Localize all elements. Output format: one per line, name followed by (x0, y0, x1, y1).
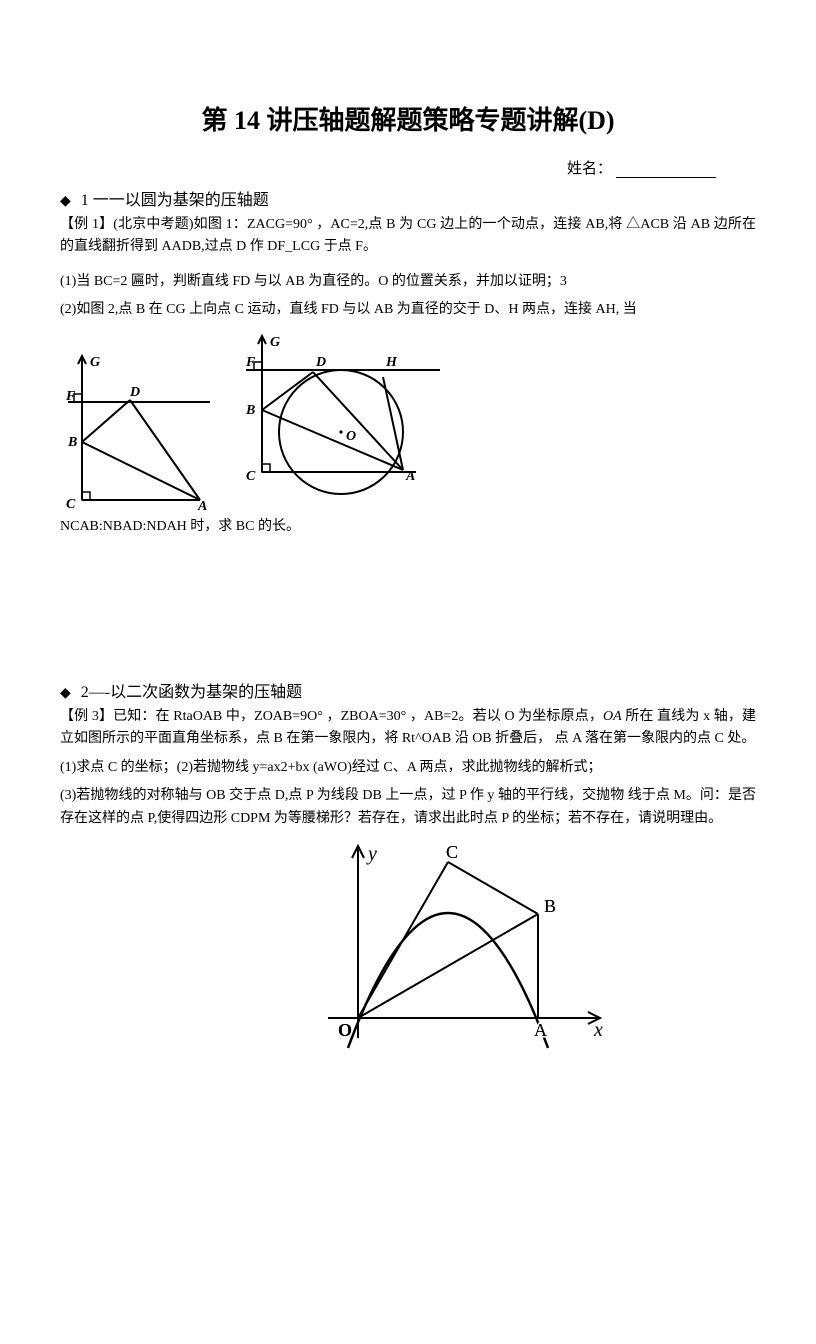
svg-text:B: B (544, 896, 556, 916)
diamond-icon-2: ◆ (60, 686, 71, 701)
svg-text:C: C (246, 469, 256, 484)
example-1-label: 【例 1】 (60, 217, 113, 232)
name-label: 姓名： (567, 161, 612, 177)
example-3-q3: (3)若抛物线的对称轴与 OB 交于点 D,点 P 为线段 DB 上一点，过 P… (60, 785, 756, 830)
svg-text:H: H (385, 355, 398, 370)
figure-2: G F D H B C A O (238, 332, 448, 512)
svg-text:C: C (446, 842, 458, 862)
svg-text:G: G (90, 355, 100, 370)
section-1-number: 1 (81, 192, 89, 209)
example-1-tail: NCAB:NBAD:NDAH 时，求 BC 的长。 (60, 516, 756, 538)
name-field-row: 姓名： (60, 157, 756, 178)
svg-text:y: y (366, 843, 377, 865)
svg-text:B: B (67, 435, 77, 450)
svg-text:G: G (270, 335, 280, 350)
page-title: 第 14 讲压轴题解题策略专题讲解(D) (60, 100, 756, 137)
svg-text:C: C (66, 497, 76, 512)
section-2-number: 2 (81, 684, 89, 701)
example-3-label: 【例 3】 (60, 709, 113, 724)
gap (60, 542, 756, 672)
svg-text:A: A (197, 499, 207, 512)
svg-text:A: A (534, 1020, 547, 1040)
svg-text:B: B (245, 403, 255, 418)
svg-text:x: x (593, 1019, 603, 1041)
section-2-title: —-以二次函数为基架的压轴题 (89, 684, 302, 701)
example-3-text: 【例 3】已知：在 RtaOAB 中，ZOAB=9O° ，ZBOA=30° ，A… (60, 706, 756, 751)
svg-text:A: A (405, 469, 415, 484)
example-3-body-pre: 已知：在 RtaOAB 中，ZOAB=9O° ，ZBOA=30° ，AB=2。若… (113, 709, 603, 724)
section-1-header: ◆ 1 一一以圆为基架的压轴题 (60, 186, 756, 210)
svg-text:F: F (245, 355, 256, 370)
example-3-q12: (1)求点 C 的坐标；(2)若抛物线 y=ax2+bx (aWO)经过 C、A… (60, 757, 756, 779)
svg-text:F: F (65, 389, 76, 404)
example-1-text: 【例 1】(北京中考题)如图 1：ZACG=90° ，AC=2,点 B 为 CG… (60, 214, 756, 259)
example-1-q1: (1)当 BC=2 匾时，判断直线 FD 与以 AB 为直径的。O 的位置关系，… (60, 271, 756, 293)
section-1-title: 一一以圆为基架的压轴题 (93, 192, 269, 209)
figure-1: G F D B C A (60, 352, 220, 512)
svg-text:D: D (129, 385, 140, 400)
example-1-q2: (2)如图 2,点 B 在 CG 上向点 C 运动，直线 FD 与以 AB 为直… (60, 299, 756, 321)
section-2-header: ◆ 2—-以二次函数为基架的压轴题 (60, 678, 756, 702)
svg-text:O: O (338, 1020, 352, 1040)
coordinate-graph: O O A A B B C C y x (60, 838, 756, 1058)
italic-oa: OA (603, 709, 622, 724)
diamond-icon: ◆ (60, 194, 71, 209)
example-1-body: (北京中考题)如图 1：ZACG=90° ，AC=2,点 B 为 CG 边上的一… (60, 217, 756, 254)
figures-row: G F D B C A (60, 332, 756, 512)
svg-text:O: O (346, 429, 356, 444)
svg-text:D: D (315, 355, 326, 370)
name-blank (616, 177, 716, 178)
